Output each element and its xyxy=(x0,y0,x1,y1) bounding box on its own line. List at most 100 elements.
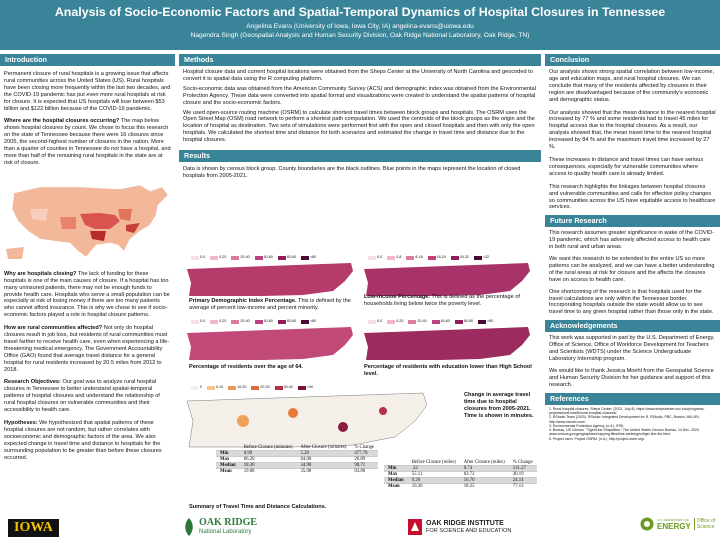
legend-swatch xyxy=(301,319,310,324)
legend-item: 0-0 xyxy=(191,319,205,324)
legend-item: 0 xyxy=(191,385,202,390)
answer-how: Not only do hospital closures result in … xyxy=(4,325,170,373)
legend-item: >40 xyxy=(297,385,313,390)
ornl-logo: OAK RIDGE National Laboratory xyxy=(182,517,257,537)
legend-label: 40-60 xyxy=(263,319,273,324)
legend-item: >80 xyxy=(478,319,493,324)
reference-list: 1. Rural hospital closures. Sheps Center… xyxy=(545,405,720,443)
legend-label: 60-80 xyxy=(286,255,297,260)
legend-item: 60-80 xyxy=(277,255,297,260)
table-cell: 84.00 xyxy=(296,456,351,463)
doe-seal-icon xyxy=(640,517,654,531)
ack-paragraph-1: This work was supported in part by the U… xyxy=(549,335,715,362)
orise-mark-icon xyxy=(408,519,422,535)
travel-distance-table: Before Closure (miles) After Closure (mil… xyxy=(384,460,537,489)
intro-paragraph-3: Why are hospitals closing? The lack of f… xyxy=(0,271,175,319)
legend-item: 20-30 xyxy=(251,385,270,390)
hypotheses-text: We hypothesized that spatial patterns of… xyxy=(4,420,162,461)
legend-item: 60-80 xyxy=(277,319,296,324)
legend-swatch xyxy=(254,255,263,260)
legend-label: 10-20 xyxy=(237,385,247,390)
table-cell: Min xyxy=(216,450,240,457)
table-caption: Summary of Travel Time and Distance Calc… xyxy=(189,504,327,510)
legend-label: >80 xyxy=(310,319,317,324)
table-cell: Mean xyxy=(216,468,240,474)
table-cell: 24.14 xyxy=(508,477,537,484)
office-of-text: Office of xyxy=(696,518,716,524)
table-cell: 35.08 xyxy=(296,468,351,474)
legend-label: 24-32 xyxy=(459,255,470,260)
table-cell: Max xyxy=(384,471,408,478)
conclusion-heading: Conclusion xyxy=(545,54,720,66)
map-low-income: 0-0 0-8 8-16 16-24 24-32 >32 xyxy=(360,254,535,304)
poster-title: Analysis of Socio-Economic Factors and S… xyxy=(54,5,666,19)
conclusion-paragraph-1: Our analysis shows strong spatial correl… xyxy=(549,69,715,103)
intro-paragraph-1: Permanent closure of rural hospitals is … xyxy=(4,71,171,112)
question-why: Why are hospitals closing? xyxy=(4,270,77,277)
right-column: Conclusion Our analysis shows strong spa… xyxy=(545,54,720,443)
legend-swatch xyxy=(297,385,306,390)
legend-swatch xyxy=(210,255,219,260)
legend-item: 10-20 xyxy=(228,385,247,390)
intro-paragraph-4: How are rural communities affected? Not … xyxy=(0,325,175,373)
legend-label: 0-0 xyxy=(200,255,206,260)
map-education: 0-0 0-20 20-40 40-60 60-80 >80 xyxy=(360,318,535,368)
legend-swatch xyxy=(301,255,310,260)
legend-swatch xyxy=(454,319,463,324)
legend-label: 0-0 xyxy=(377,255,383,260)
legend-item: 8-16 xyxy=(406,255,423,260)
doe-logo: U.S. DEPARTMENT OF ENERGY Office of Scie… xyxy=(640,517,715,531)
legend-swatch xyxy=(368,255,376,260)
answer-why: The lack of funding for these hospitals … xyxy=(4,270,170,319)
legend-item: 0-8 xyxy=(387,255,401,260)
legend-label: 40-60 xyxy=(440,319,450,324)
table-cell: 5.20 xyxy=(296,450,351,457)
caption-low-income-title: Low-income Percentage. xyxy=(364,294,430,300)
legend-item: 0-0 xyxy=(368,319,383,324)
intro-paragraph-5: Research Objectives: Our goal was to ana… xyxy=(0,379,175,414)
references-heading: References xyxy=(545,392,720,405)
legend-swatch xyxy=(191,319,199,324)
legend-swatch xyxy=(254,319,263,324)
legend-label: 0-0 xyxy=(377,319,383,324)
conclusion-paragraph-4: This research highlights the linkages be… xyxy=(549,183,716,211)
author-line-1: Angelina Evans (University of Iowa, Iowa… xyxy=(246,23,474,30)
legend-item: 0-10 xyxy=(207,385,223,390)
legend-item: 24-32 xyxy=(450,255,470,260)
legend-swatch xyxy=(191,255,199,260)
table-cell: 83.86 xyxy=(350,468,379,474)
legend-label: 40-60 xyxy=(263,255,273,260)
research-objectives-label: Research Objectives: xyxy=(4,379,61,386)
legend-label: 0-20 xyxy=(396,319,404,324)
legend-travel-time: 0 0-10 10-20 20-30 30-40 >40 xyxy=(183,384,433,391)
legend-swatch xyxy=(368,319,376,324)
legend-label: >32 xyxy=(483,255,490,260)
ornl-name: OAK RIDGE xyxy=(199,517,258,528)
legend-item: >32 xyxy=(474,255,490,260)
left-column: Introduction Permanent closure of rural … xyxy=(0,54,175,461)
methods-paragraph-2: Socio-economic data was obtained from th… xyxy=(183,85,536,106)
legend-item: 0-0 xyxy=(191,255,206,260)
table-cell: 131.27 xyxy=(508,465,537,472)
legend-swatch xyxy=(408,319,417,324)
legend-swatch xyxy=(387,319,396,324)
intro-paragraph-6: Hypotheses: We hypothesized that spatial… xyxy=(0,420,175,461)
legend-item: 20-40 xyxy=(231,319,250,324)
legend-swatch xyxy=(478,319,487,324)
table-row: Min 0.90 5.20 477.78 xyxy=(216,450,379,457)
legend-label: 0 xyxy=(200,385,202,390)
legend-item: 16-24 xyxy=(427,255,446,260)
methods-paragraph-1: Hospital closure data and current hospit… xyxy=(183,69,533,82)
ornl-subtitle: National Laboratory xyxy=(199,529,252,535)
methods-paragraph-3: We used open-source routing machine (OSR… xyxy=(183,109,535,144)
map-over-64: 0-0 0-20 20-40 40-60 60-80 >80 xyxy=(183,318,358,368)
answer-where: The map below shows hospital closures by… xyxy=(4,118,171,166)
research-objectives-text: Our goal was to analyze rural hospital c… xyxy=(4,379,160,414)
orise-name: OAK RIDGE INSTITUTE xyxy=(426,519,504,527)
legend-swatch xyxy=(251,385,260,390)
table-cell: 16.70 xyxy=(459,477,509,484)
intro-heading: Introduction xyxy=(0,54,175,66)
table-cell: 0.90 xyxy=(239,450,297,457)
legend-low-income: 0-0 0-8 8-16 16-24 24-32 >32 xyxy=(360,254,535,261)
caption-demographic-desc: This is defined by the average of percen… xyxy=(189,298,351,311)
